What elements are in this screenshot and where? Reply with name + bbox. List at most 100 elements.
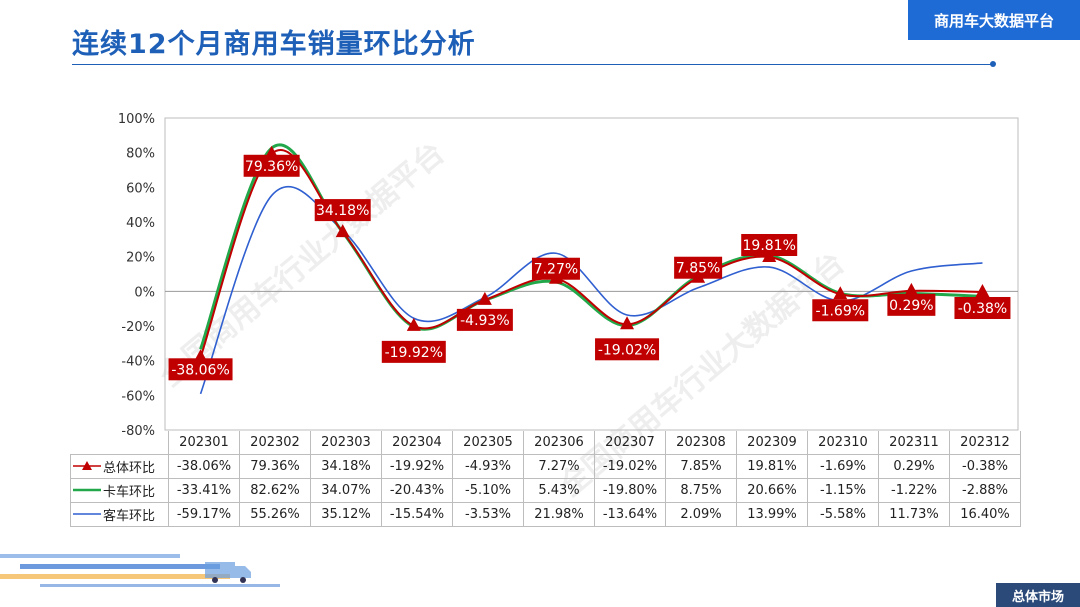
data-label: -4.93% [456,308,513,331]
legend-label: 客车环比 [103,508,156,524]
table-cell: 20.66% [736,478,808,503]
table-cell: -15.54% [381,502,453,527]
table-cell: 19.81% [736,454,808,479]
total-point-marker [335,224,350,238]
x-tick-label: 202311 [878,431,950,455]
table-cell: 79.36% [239,454,311,479]
data-label: 0.29% [887,293,936,316]
table-corner [71,431,169,455]
data-label-text: 79.36% [245,159,298,175]
table-cell: 7.85% [665,454,737,479]
table-cell: 7.27% [523,454,595,479]
table-cell: -19.92% [381,454,453,479]
y-tick-label: 0% [134,285,155,300]
data-label-text: -1.69% [816,303,866,319]
brand-badge: 商用车大数据平台 [908,0,1080,40]
legend-line-icon [73,513,101,516]
data-label-text: 19.81% [743,238,796,254]
data-label-text: -4.93% [460,313,510,329]
table-cell: 34.18% [310,454,382,479]
x-tick-label: 202304 [381,431,453,455]
data-label: 7.27% [531,257,580,280]
table-cell: -1.15% [807,478,879,503]
table-cell: -19.02% [594,454,666,479]
data-label-text: -19.02% [598,342,656,358]
data-label-text: -38.06% [171,362,229,378]
data-label: 34.18% [314,199,371,222]
table-cell: -1.69% [807,454,879,479]
table-cell: -59.17% [168,502,240,527]
table-cell: -19.80% [594,478,666,503]
y-tick-label: 100% [118,112,155,127]
y-tick-label: -40% [121,355,155,370]
table-cell: -33.41% [168,478,240,503]
y-tick-label: -60% [121,389,155,404]
table-cell: 8.75% [665,478,737,503]
series-line-total [199,149,983,358]
legend-entry: 总体环比 [70,454,169,479]
y-tick-label: -20% [121,320,155,335]
data-label: 7.85% [674,256,723,279]
table-cell: 5.43% [523,478,595,503]
data-label: -19.02% [595,338,660,361]
table-cell: 55.26% [239,502,311,527]
page-title: 连续12个月商用车销量环比分析 [72,29,476,60]
truck-decoration [0,554,280,587]
legend-line-icon [73,489,101,492]
x-tick-label: 202312 [949,431,1021,455]
table-cell: 16.40% [949,502,1021,527]
table-cell: 0.29% [878,454,950,479]
plot-area [164,117,1019,431]
table-cell: -20.43% [381,478,453,503]
x-tick-label: 202302 [239,431,311,455]
legend-label: 卡车环比 [103,484,156,500]
table-cell: 11.73% [878,502,950,527]
table-cell: -5.10% [452,478,524,503]
x-tick-label: 202309 [736,431,808,455]
data-label-text: -19.92% [385,345,443,361]
y-tick-label: 80% [126,147,155,162]
x-tick-label: 202301 [168,431,240,455]
legend-entry: 客车环比 [70,502,169,527]
table-cell: 2.09% [665,502,737,527]
table-cell: -13.64% [594,502,666,527]
table-row: 卡车环比 -33.41% 82.62% 34.07% -20.43% -5.10% 5.43… [70,478,1021,503]
data-label: -1.69% [812,299,869,322]
table-cell: 82.62% [239,478,311,503]
data-label: 79.36% [243,154,300,177]
data-label-text: 34.18% [316,203,369,219]
data-label: -38.06% [168,358,233,381]
total-point-marker [477,291,492,305]
legend-line-icon [73,461,101,471]
table-cell: 34.07% [310,478,382,503]
y-tick-label: 40% [126,216,155,231]
x-tick-label: 202303 [310,431,382,455]
data-label: 19.81% [741,233,798,256]
line-chart: 100% 80% 60% 40% 20% 0% -20% -40% -60% -80% -38.06… [118,112,1019,439]
x-tick-label: 202307 [594,431,666,455]
table-row: 总体环比 -38.06% 79.36% 34.18% -19.92% -4.93% 7.27… [70,454,1021,479]
table-cell: -5.58% [807,502,879,527]
x-tick-label: 202305 [452,431,524,455]
table-row: 客车环比 -59.17% 55.26% 35.12% -15.54% -3.53% 21.9… [70,502,1021,527]
y-tick-label: 60% [126,181,155,196]
total-point-marker [620,316,635,330]
table-cell: 21.98% [523,502,595,527]
legend-entry: 卡车环比 [70,478,169,503]
total-point-marker [975,283,990,297]
title-divider-dot [990,61,996,67]
table-cell: -3.53% [452,502,524,527]
title-divider [72,64,994,65]
total-point-marker [904,282,919,296]
table-cell: -2.88% [949,478,1021,503]
data-label: -0.38% [954,296,1011,319]
y-tick-label: -80% [121,424,155,439]
table-cell: -4.93% [452,454,524,479]
x-tick-label: 202306 [523,431,595,455]
section-tag: 总体市场 [996,583,1080,607]
data-table: 202301 202302 202303 202304 202305 202306 2023… [70,431,1021,527]
data-label-text: -0.38% [958,301,1008,317]
data-label-text: 0.29% [889,298,933,314]
table-cell: -0.38% [949,454,1021,479]
total-point-marker [406,317,421,331]
